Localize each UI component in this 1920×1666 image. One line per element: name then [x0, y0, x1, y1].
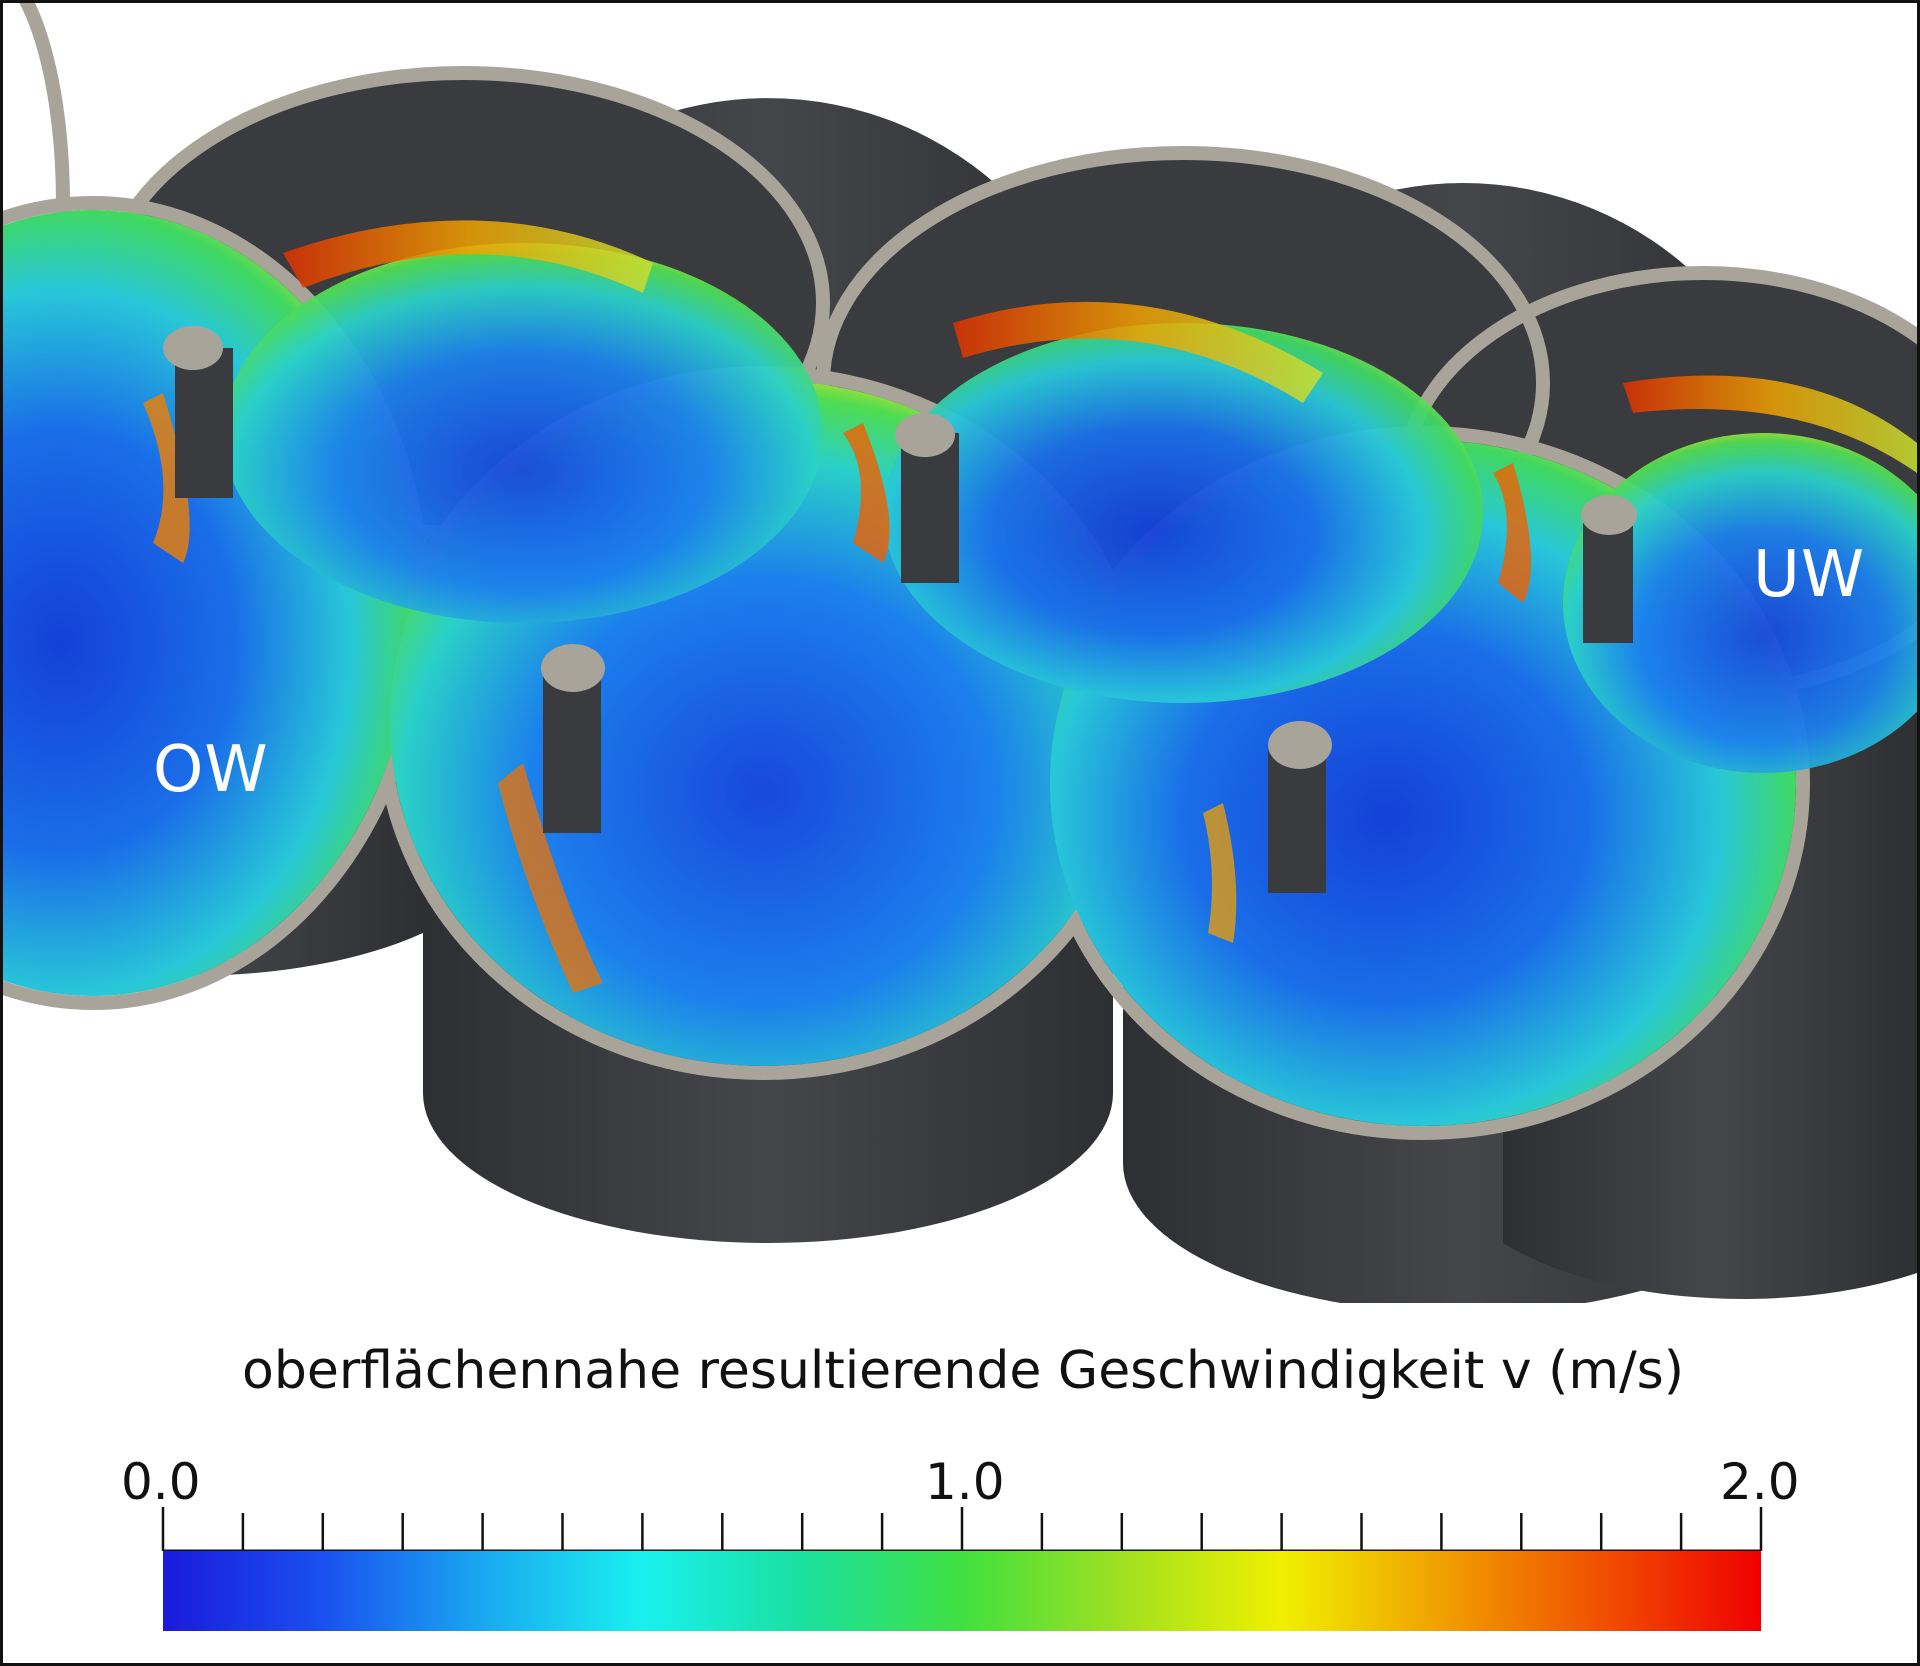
flow-visualization — [3, 3, 1917, 1303]
upstream-label: OW — [153, 733, 269, 807]
slot-baffles — [163, 326, 1637, 893]
legend-title: oberflächennahe resultierende Geschwindi… — [242, 1341, 1684, 1401]
legend-mid-label: 1.0 — [925, 1453, 1005, 1511]
legend-max-label: 2.0 — [1720, 1453, 1800, 1511]
colorbar — [161, 1507, 1763, 1631]
downstream-label: UW — [1753, 538, 1866, 612]
colorbar-gradient — [163, 1551, 1761, 1631]
legend-min-label: 0.0 — [121, 1453, 201, 1511]
